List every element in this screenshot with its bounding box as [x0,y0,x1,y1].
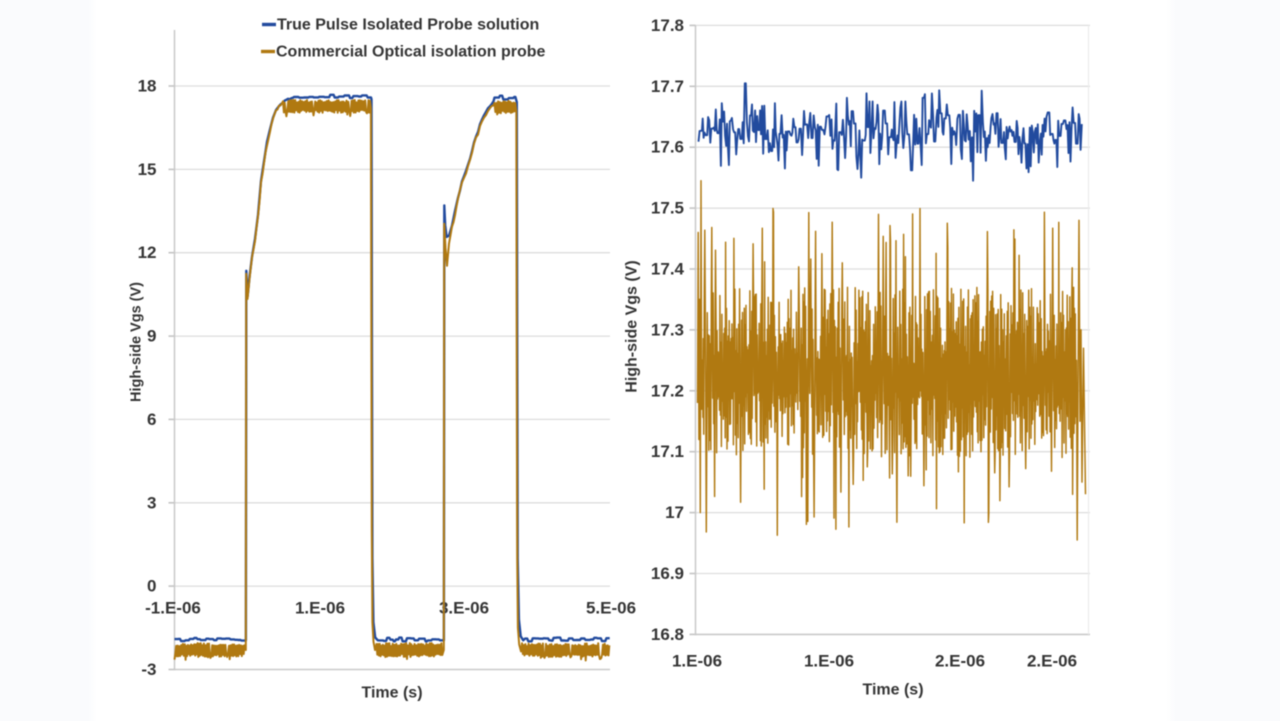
svg-text:17.1: 17.1 [651,442,684,461]
svg-text:-1.E-06: -1.E-06 [145,599,201,618]
svg-text:5.E-06: 5.E-06 [586,599,636,618]
svg-text:3.E-06: 3.E-06 [439,599,489,618]
svg-text:-3: -3 [141,660,156,679]
svg-text:2.E-06: 2.E-06 [935,652,985,671]
svg-text:1.E-06: 1.E-06 [804,652,854,671]
svg-text:17.7: 17.7 [651,77,684,96]
svg-text:1.E-06: 1.E-06 [295,599,345,618]
svg-text:3: 3 [147,493,156,512]
svg-text:16.9: 16.9 [651,564,684,583]
svg-text:17: 17 [665,503,684,522]
svg-text:Time (s): Time (s) [862,682,923,699]
svg-text:High-side Vgs (V): High-side Vgs (V) [129,282,145,402]
svg-text:True Pulse Isolated Probe solu: True Pulse Isolated Probe solution [277,17,539,34]
svg-text:0: 0 [147,577,156,596]
svg-text:1.E-06: 1.E-06 [672,652,722,671]
svg-text:17.5: 17.5 [651,199,684,218]
svg-text:15: 15 [138,160,157,179]
svg-text:9: 9 [147,327,156,346]
svg-text:6: 6 [147,410,156,429]
svg-text:Commercial Optical isolation p: Commercial Optical isolation probe [276,44,545,61]
svg-text:18: 18 [138,77,157,96]
svg-text:17.2: 17.2 [651,381,684,400]
svg-text:High-side Vgs (V): High-side Vgs (V) [624,260,641,392]
svg-text:16.8: 16.8 [651,625,684,644]
svg-text:17.3: 17.3 [651,320,684,339]
svg-text:17.4: 17.4 [651,260,685,279]
svg-text:2.E-06: 2.E-06 [1027,652,1077,671]
svg-text:17.8: 17.8 [651,16,684,35]
svg-text:12: 12 [138,243,157,262]
svg-text:Time (s): Time (s) [361,685,422,702]
svg-text:17.6: 17.6 [651,138,684,157]
